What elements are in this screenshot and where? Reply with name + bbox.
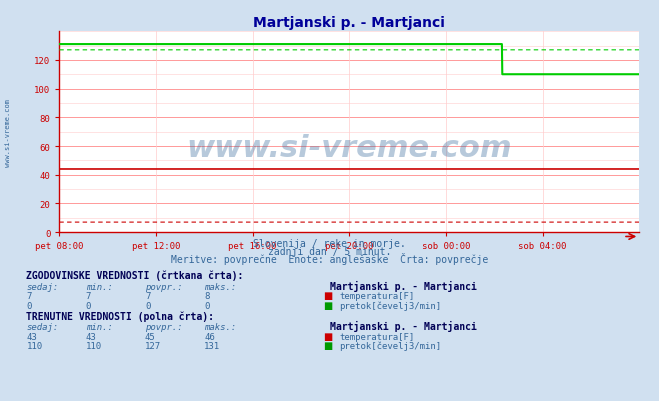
Text: 43: 43: [86, 332, 96, 341]
Text: temperatura[F]: temperatura[F]: [339, 332, 415, 341]
Text: 7: 7: [26, 292, 32, 301]
Title: Martjanski p. - Martjanci: Martjanski p. - Martjanci: [253, 16, 445, 30]
Text: www.si-vreme.com: www.si-vreme.com: [5, 98, 11, 166]
Text: 127: 127: [145, 341, 161, 350]
Text: ■: ■: [323, 340, 332, 350]
Text: min.:: min.:: [86, 323, 113, 332]
Text: ■: ■: [323, 331, 332, 341]
Text: zadnji dan / 5 minut.: zadnji dan / 5 minut.: [268, 247, 391, 257]
Text: 0: 0: [204, 301, 210, 310]
Text: maks.:: maks.:: [204, 283, 237, 292]
Text: sedaj:: sedaj:: [26, 323, 59, 332]
Text: 8: 8: [204, 292, 210, 301]
Text: Martjanski p. - Martjanci: Martjanski p. - Martjanci: [330, 321, 476, 332]
Text: 7: 7: [86, 292, 91, 301]
Text: ZGODOVINSKE VREDNOSTI (črtkana črta):: ZGODOVINSKE VREDNOSTI (črtkana črta):: [26, 270, 244, 281]
Text: ■: ■: [323, 300, 332, 310]
Text: 45: 45: [145, 332, 156, 341]
Text: pretok[čevelj3/min]: pretok[čevelj3/min]: [339, 300, 442, 310]
Text: pretok[čevelj3/min]: pretok[čevelj3/min]: [339, 340, 442, 350]
Text: 46: 46: [204, 332, 215, 341]
Text: maks.:: maks.:: [204, 323, 237, 332]
Text: ■: ■: [323, 291, 332, 301]
Text: 0: 0: [26, 301, 32, 310]
Text: Martjanski p. - Martjanci: Martjanski p. - Martjanci: [330, 281, 476, 292]
Text: sedaj:: sedaj:: [26, 283, 59, 292]
Text: povpr.:: povpr.:: [145, 283, 183, 292]
Text: 0: 0: [86, 301, 91, 310]
Text: 131: 131: [204, 341, 220, 350]
Text: 7: 7: [145, 292, 150, 301]
Text: Meritve: povprečne  Enote: anglešaške  Črta: povprečje: Meritve: povprečne Enote: anglešaške Črt…: [171, 253, 488, 265]
Text: 110: 110: [86, 341, 101, 350]
Text: www.si-vreme.com: www.si-vreme.com: [186, 134, 512, 163]
Text: 43: 43: [26, 332, 37, 341]
Text: 0: 0: [145, 301, 150, 310]
Text: TRENUTNE VREDNOSTI (polna črta):: TRENUTNE VREDNOSTI (polna črta):: [26, 310, 214, 321]
Text: Slovenija / reke in morje.: Slovenija / reke in morje.: [253, 239, 406, 249]
Text: 110: 110: [26, 341, 42, 350]
Text: temperatura[F]: temperatura[F]: [339, 292, 415, 301]
Text: povpr.:: povpr.:: [145, 323, 183, 332]
Text: min.:: min.:: [86, 283, 113, 292]
